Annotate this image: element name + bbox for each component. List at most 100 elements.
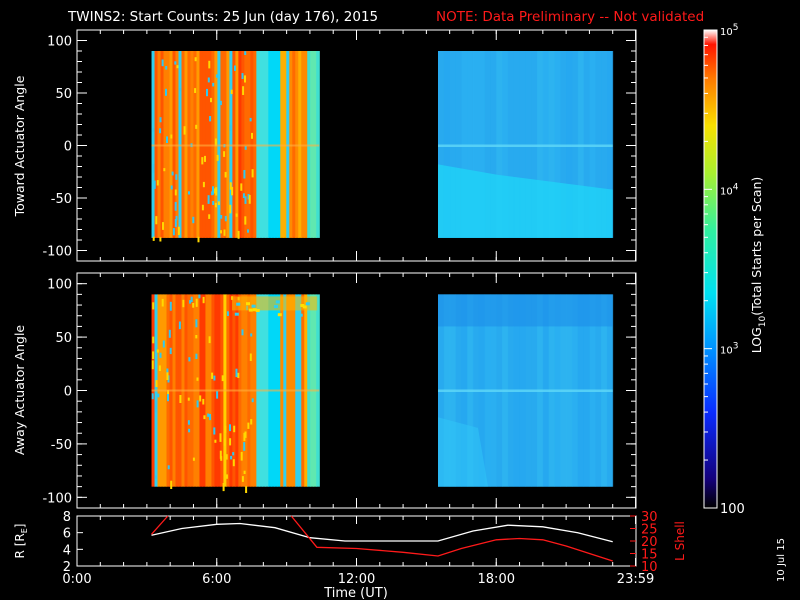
- r-series-line: [151, 515, 169, 535]
- toward-panel: 100 50 0 -50 -100 Toward Actuator Angle: [12, 29, 637, 262]
- heatmap-speckle: [216, 391, 219, 399]
- heatmap-speckle: [245, 486, 248, 493]
- heatmap-column: [253, 51, 257, 238]
- heatmap-speckle: [229, 438, 232, 446]
- heatmap-column: [316, 51, 320, 238]
- heatmap-speckle: [154, 400, 157, 409]
- heatmap-speckle: [244, 51, 247, 55]
- heatmap-speckle: [183, 126, 186, 135]
- heatmap-speckle: [250, 333, 253, 337]
- heatmap-speckle: [151, 393, 154, 400]
- heatmap-speckle: [243, 170, 246, 179]
- heatmap-speckle: [221, 375, 224, 382]
- heatmap-column: [283, 51, 287, 238]
- heatmap-speckle: [154, 405, 157, 413]
- heatmap-speckle: [248, 308, 253, 312]
- heatmap-column: [295, 51, 299, 238]
- colorbar-label-main: LOG: [749, 327, 764, 353]
- heatmap-speckle: [161, 59, 164, 67]
- lshell-series-line: [290, 515, 613, 562]
- heatmap-column: [157, 51, 162, 238]
- y-tick-label: -100: [42, 491, 72, 506]
- heatmap-column: [461, 51, 468, 238]
- heatmap-speckle: [229, 182, 232, 190]
- orbit-lines: [151, 515, 613, 562]
- heatmap-speckle: [195, 124, 198, 129]
- right-tick-label: 25: [641, 523, 658, 538]
- heatmap-seam: [438, 389, 613, 392]
- heatmap-speckle: [229, 424, 231, 432]
- heatmap-column: [583, 51, 590, 238]
- heatmap-speckle: [247, 229, 249, 233]
- heatmap-speckle: [215, 74, 218, 78]
- y-tick-label: 50: [55, 87, 72, 102]
- heatmap-speckle: [159, 237, 162, 242]
- heatmap-column: [208, 51, 213, 238]
- y-tick-label: 100: [47, 35, 72, 50]
- heatmap-speckle: [211, 372, 214, 379]
- heatmap-column: [232, 51, 236, 238]
- heatmap-speckle: [240, 451, 243, 461]
- heatmap-column: [175, 51, 180, 238]
- heatmap-speckle: [202, 181, 205, 188]
- away-y-label: Away Actuator Angle: [12, 325, 27, 456]
- heatmap-speckle: [255, 309, 260, 312]
- heatmap-column: [160, 51, 165, 238]
- heatmap-column: [519, 51, 526, 238]
- heatmap-speckle: [195, 335, 198, 339]
- heatmap-speckle: [167, 390, 170, 395]
- heatmap-column: [220, 51, 224, 238]
- heatmap-column: [193, 51, 198, 238]
- heatmap-speckle: [224, 171, 227, 178]
- heatmap-column: [265, 51, 269, 238]
- left-tick-label: 4: [63, 543, 71, 558]
- heatmap-region: [438, 294, 613, 327]
- colorbar-gradient: [704, 30, 717, 508]
- heatmap-column: [313, 51, 317, 238]
- heatmap-column: [271, 51, 275, 238]
- heatmap-column: [169, 51, 174, 238]
- heatmap-speckle: [202, 398, 205, 405]
- heatmap-column: [560, 51, 567, 238]
- heatmap-speckle: [225, 454, 228, 460]
- heatmap-speckle: [152, 351, 155, 359]
- heatmap-speckle: [305, 302, 310, 306]
- heatmap-speckle: [182, 299, 185, 308]
- heatmap-speckle: [247, 194, 250, 200]
- heatmap-column: [154, 51, 159, 238]
- heatmap-speckle: [251, 169, 254, 178]
- right-tick-label: 15: [641, 548, 658, 563]
- y-tick-label: -50: [51, 438, 72, 453]
- side-date: 10 Jul 15: [776, 538, 787, 582]
- toward-heatmap: [151, 51, 614, 243]
- y-tick-label: 0: [64, 140, 72, 155]
- heatmap-speckle: [198, 294, 201, 299]
- page-title: TWINS2: Start Counts: 25 Jun (day 176), …: [67, 9, 378, 25]
- heatmap-speckle: [187, 397, 190, 401]
- heatmap-column: [238, 51, 242, 238]
- heatmap-speckle: [209, 414, 211, 419]
- heatmap-speckle: [203, 415, 206, 420]
- heatmap-speckle: [155, 380, 158, 388]
- heatmap-speckle: [195, 319, 198, 328]
- heatmap-speckle: [208, 336, 211, 344]
- heatmap-column: [292, 51, 296, 238]
- x-tick-label: 18:00: [478, 572, 515, 587]
- toward-y-ticks: 100 50 0 -50 -100: [42, 29, 637, 262]
- heatmap-speckle: [196, 377, 199, 381]
- heatmap-speckle: [219, 100, 222, 106]
- heatmap-speckle: [174, 201, 177, 211]
- heatmap-speckle: [177, 226, 180, 235]
- heatmap-column: [286, 51, 290, 238]
- heatmap-speckle: [250, 419, 253, 425]
- colorbar-tick-label: 100: [720, 502, 745, 517]
- heatmap-speckle: [174, 189, 177, 196]
- heatmap-speckle: [162, 222, 164, 230]
- heatmap-speckle: [175, 215, 178, 221]
- heatmap-column: [166, 51, 171, 238]
- heatmap-speckle: [188, 191, 190, 195]
- heatmap-column: [595, 51, 602, 238]
- heatmap-column: [151, 51, 156, 238]
- heatmap-speckle: [241, 476, 244, 482]
